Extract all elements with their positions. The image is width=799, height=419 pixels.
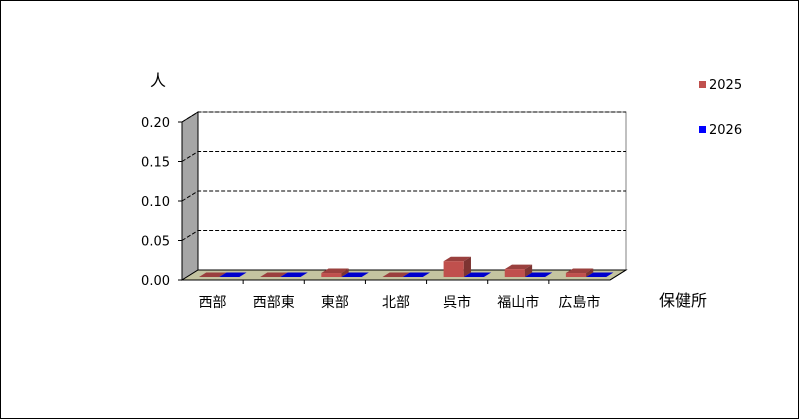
gridline bbox=[181, 190, 626, 202]
legend-swatch-2026 bbox=[699, 126, 706, 133]
bar-top-2026 bbox=[463, 272, 492, 277]
x-tick-label: 呉市 bbox=[443, 294, 471, 311]
y-tick-label: 0.00 bbox=[141, 274, 170, 289]
bar-top-2025 bbox=[199, 272, 227, 277]
x-tick-label: 広島市 bbox=[558, 294, 600, 311]
bar-side-2025 bbox=[463, 256, 471, 277]
bar-top-2026 bbox=[524, 272, 553, 277]
legend-label-2025: 2025 bbox=[709, 78, 742, 93]
y-tick-label: 0.10 bbox=[141, 195, 170, 210]
y-tick-label: 0.20 bbox=[141, 116, 170, 131]
bar-top-2026 bbox=[341, 272, 369, 277]
bar-top-2026 bbox=[586, 272, 614, 277]
bar-top-2025 bbox=[382, 272, 410, 277]
bar-top-2025 bbox=[504, 264, 533, 270]
bar-2025 bbox=[321, 273, 342, 277]
x-tick-label: 東部 bbox=[321, 295, 349, 311]
gridline bbox=[181, 111, 626, 123]
x-tick-label: 福山市 bbox=[497, 294, 539, 311]
x-tick-label: 北部 bbox=[382, 295, 410, 311]
gridline bbox=[181, 230, 626, 241]
y-tick-label: 0.15 bbox=[141, 156, 170, 171]
bar-top-2026 bbox=[280, 272, 308, 277]
bar-side-2025 bbox=[524, 264, 533, 277]
legend-swatch-2025 bbox=[699, 81, 706, 88]
x-tick-label: 西部東 bbox=[253, 295, 295, 311]
bar-side-2025 bbox=[586, 268, 594, 277]
legend-label-2026: 2026 bbox=[709, 123, 742, 138]
bar-side-2025 bbox=[341, 268, 349, 277]
bar-2025 bbox=[504, 269, 525, 277]
bar-top-2026 bbox=[402, 272, 431, 277]
bar-top-2025 bbox=[443, 256, 471, 262]
back-wall bbox=[197, 111, 627, 271]
bar-top-2025 bbox=[321, 268, 349, 274]
gridline bbox=[181, 151, 626, 162]
bar-2025 bbox=[565, 273, 587, 277]
x-axis-label: 保健所 bbox=[659, 291, 707, 310]
y-tick-label: 0.05 bbox=[141, 235, 170, 250]
y-axis-label: 人 bbox=[150, 71, 166, 90]
bar-top-2026 bbox=[219, 272, 247, 277]
bar-top-2025 bbox=[565, 268, 594, 274]
bar-2025 bbox=[443, 261, 464, 277]
bar-top-2025 bbox=[260, 272, 288, 277]
floor-edge bbox=[609, 269, 627, 281]
x-tick-label: 西部 bbox=[199, 295, 227, 311]
